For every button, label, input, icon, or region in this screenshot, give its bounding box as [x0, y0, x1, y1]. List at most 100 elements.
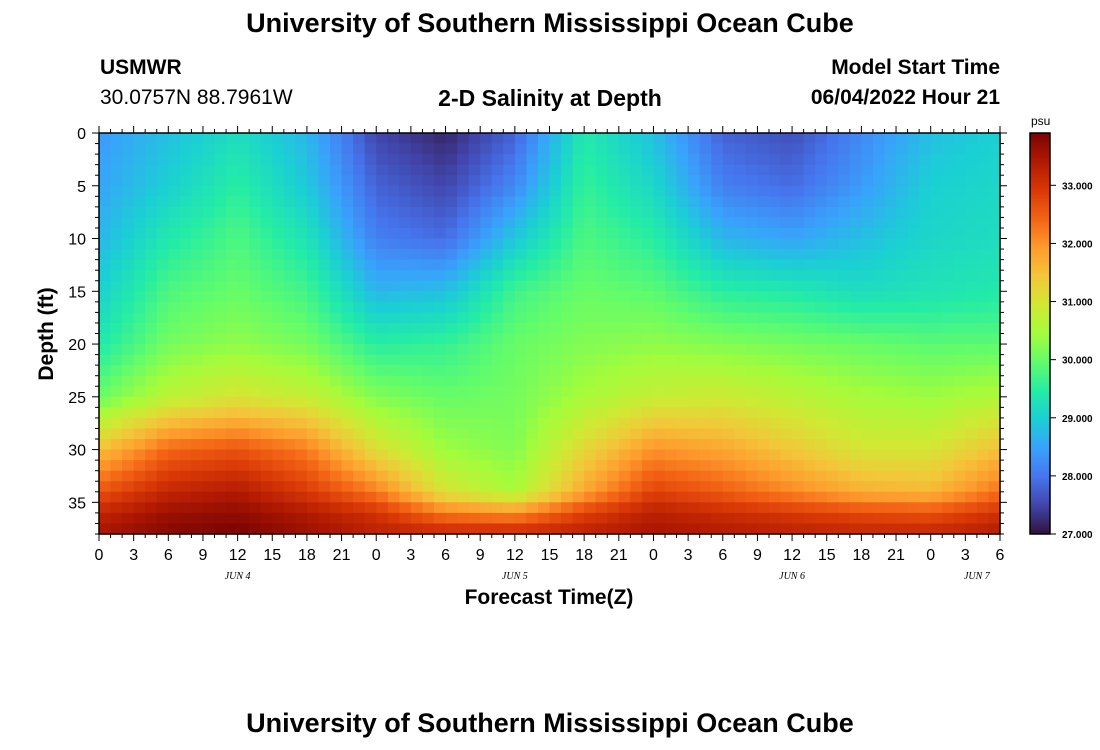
heatmap-cell [930, 386, 943, 398]
heatmap-cell [838, 491, 851, 503]
heatmap-cell [711, 238, 724, 250]
heatmap-cell [468, 196, 481, 208]
heatmap-cell [249, 227, 262, 240]
heatmap-cell [618, 512, 631, 525]
heatmap-cell [942, 175, 955, 187]
heatmap-cell [595, 206, 608, 219]
heatmap-cell [711, 512, 724, 525]
heatmap-cell [930, 470, 943, 482]
heatmap-cell [595, 375, 608, 387]
heatmap-cell [353, 502, 366, 514]
heatmap-cell [445, 133, 458, 145]
heatmap-cell [445, 143, 458, 155]
heatmap-cell [457, 491, 470, 503]
heatmap-cell [330, 512, 343, 525]
heatmap-cell [561, 217, 574, 229]
heatmap-cell [745, 512, 759, 525]
heatmap-cell [734, 428, 747, 440]
heatmap-cell [387, 154, 400, 166]
heatmap-cell [676, 449, 689, 461]
heatmap-cell [526, 417, 539, 430]
heatmap-cell [202, 238, 216, 250]
heatmap-cell [330, 354, 343, 366]
heatmap-cell [353, 206, 366, 219]
heatmap-cell [872, 491, 886, 503]
heatmap-cell [884, 175, 897, 187]
heatmap-cell [607, 491, 620, 503]
heatmap-cell [468, 143, 481, 155]
heatmap-cell [445, 259, 458, 271]
heatmap-cell [965, 407, 978, 419]
heatmap-cell [872, 481, 886, 493]
heatmap-cell [653, 491, 666, 503]
heatmap-cell [191, 417, 204, 430]
heatmap-cell [110, 259, 123, 271]
heatmap-cell [214, 280, 227, 292]
heatmap-cell [145, 512, 158, 525]
heatmap-cell [711, 396, 724, 408]
heatmap-cell [191, 354, 204, 366]
heatmap-cell [168, 502, 181, 514]
heatmap-cell [965, 312, 978, 324]
heatmap-cell [826, 322, 839, 335]
heatmap-cell [168, 460, 181, 472]
heatmap-cell [641, 238, 655, 250]
heatmap-cell [526, 196, 539, 208]
heatmap-cell [722, 417, 735, 430]
heatmap-cell [468, 164, 481, 176]
heatmap-cell [549, 154, 562, 166]
heatmap-cell [468, 185, 481, 197]
heatmap-cell [410, 291, 424, 303]
heatmap-cell [422, 259, 435, 271]
heatmap-cell [572, 259, 585, 271]
heatmap-cell [734, 280, 747, 292]
heatmap-cell [734, 449, 747, 461]
heatmap-cell [884, 185, 897, 197]
heatmap-cell [179, 407, 193, 419]
heatmap-cell [99, 523, 112, 535]
heatmap-cell [214, 133, 227, 145]
heatmap-cell [757, 481, 770, 493]
heatmap-cell [930, 133, 943, 145]
heatmap-cell [815, 512, 828, 525]
heatmap-cell [884, 375, 897, 387]
heatmap-cell [364, 259, 377, 271]
heatmap-cell [122, 460, 135, 472]
heatmap-cell [630, 481, 643, 493]
heatmap-cell [676, 428, 689, 440]
heatmap-cell [364, 143, 377, 155]
heatmap-cell [503, 133, 516, 145]
heatmap-cell [503, 375, 516, 387]
heatmap-cell [295, 270, 308, 282]
heatmap-cell [537, 502, 551, 514]
heatmap-cell [780, 502, 793, 514]
heatmap-cell [480, 196, 493, 208]
heatmap-cell [330, 291, 343, 303]
heatmap-cell [214, 164, 227, 176]
heatmap-cell [283, 270, 296, 282]
heatmap-cell [226, 164, 239, 176]
heatmap-cell [849, 133, 862, 145]
heatmap-cell [260, 523, 273, 535]
heatmap-cell [965, 154, 978, 166]
heatmap-cell [572, 301, 585, 313]
heatmap-cell [838, 227, 851, 240]
heatmap-cell [861, 322, 874, 335]
heatmap-cell [260, 291, 273, 303]
heatmap-cell [526, 322, 539, 335]
heatmap-cell [306, 365, 320, 377]
heatmap-cell [607, 196, 620, 208]
heatmap-cell [561, 365, 574, 377]
heatmap-cell [884, 502, 897, 514]
heatmap-cell [630, 322, 643, 335]
heatmap-cell [561, 259, 574, 271]
heatmap-cell [930, 375, 943, 387]
heatmap-cell [480, 481, 493, 493]
heatmap-cell [653, 280, 666, 292]
heatmap-cell [826, 249, 839, 261]
heatmap-cell [976, 502, 990, 514]
heatmap-cell [849, 175, 862, 187]
heatmap-cell [676, 270, 689, 282]
heatmap-cell [942, 460, 955, 472]
heatmap-cell [665, 417, 678, 430]
